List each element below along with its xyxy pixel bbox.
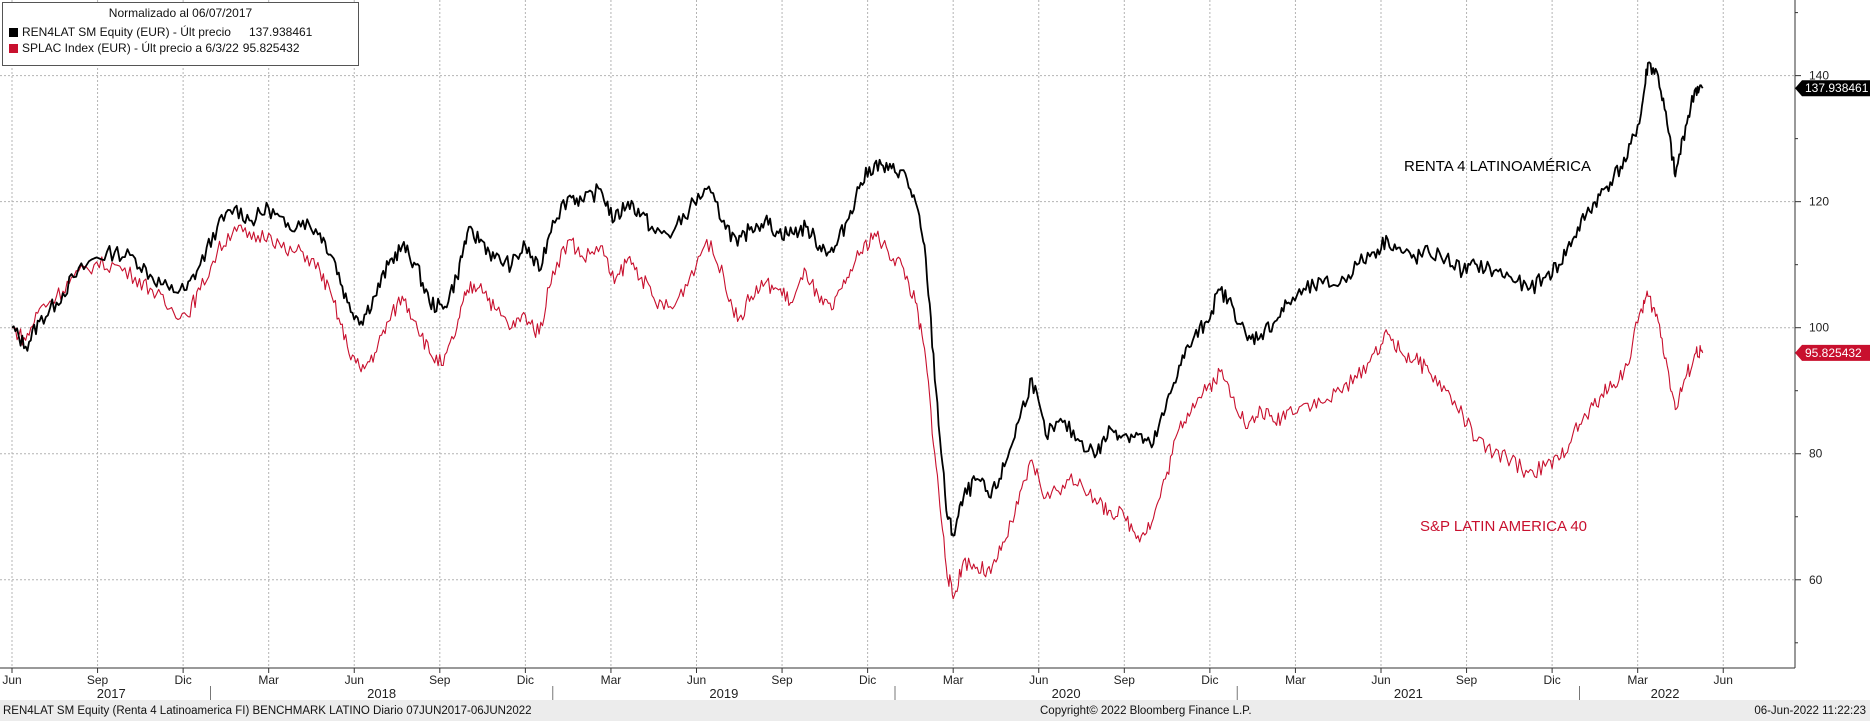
x-year-label: 2021: [1394, 686, 1423, 700]
y-tick-label: 120: [1809, 195, 1829, 209]
footer-timestamp: 06-Jun-2022 11:22:23: [1754, 705, 1866, 717]
x-month-label: Mar: [258, 673, 279, 687]
x-month-label: Jun: [1029, 673, 1048, 687]
legend-swatch-black: [9, 28, 18, 38]
x-month-label: Mar: [1285, 673, 1306, 687]
x-month-label: Dic: [859, 673, 876, 687]
tick-labels: 60 80 100 120 140 Jun Sep Dic Mar Jun Sep Dic Mar Jun…: [2, 69, 1829, 700]
x-month-label: Mar: [601, 673, 622, 687]
x-month-label: Jun: [345, 673, 364, 687]
x-year-label: 2018: [367, 686, 396, 700]
x-month-label: Sep: [1456, 673, 1478, 687]
legend-swatch-red: [9, 44, 18, 54]
y-tick-label: 80: [1809, 447, 1823, 461]
legend-row-splac: SPLAC Index (EUR) - Últ precio a 6/3/22 9…: [9, 41, 300, 55]
x-month-label: Sep: [1114, 673, 1136, 687]
x-month-label: Sep: [429, 673, 451, 687]
annotation-splac: S&P LATIN AMERICA 40: [1420, 518, 1587, 535]
x-month-label: Mar: [1627, 673, 1648, 687]
last-value-tag-text: 95.825432: [1805, 346, 1862, 360]
last-value-tag-splac: 95.825432: [1795, 344, 1870, 361]
x-month-label: Jun: [1371, 673, 1390, 687]
legend-title: Normalizado al 06/07/2017: [108, 6, 253, 20]
x-month-label: Jun: [1714, 673, 1733, 687]
legend-label-ren4lat: REN4LAT SM Equity (EUR) - Últ precio: [22, 25, 231, 39]
legend-value-splac: 95.825432: [242, 41, 300, 55]
legend-box: Normalizado al 06/07/2017 REN4LAT SM Equ…: [2, 2, 359, 66]
axes: [0, 0, 1801, 700]
x-month-label: Sep: [771, 673, 793, 687]
x-month-label: Dic: [1543, 673, 1560, 687]
x-year-label: 2019: [709, 686, 738, 700]
series-line-splac: [12, 224, 1704, 600]
x-year-label: 2022: [1651, 686, 1680, 700]
last-value-tag-text: 137.938461: [1805, 81, 1869, 95]
x-month-label: Jun: [687, 673, 706, 687]
legend-value-ren4lat: 137.938461: [248, 25, 313, 39]
last-value-tag-bg: [1795, 344, 1870, 361]
gridlines: [0, 0, 1795, 668]
legend-row-ren4lat: REN4LAT SM Equity (EUR) - Últ precio 137.…: [9, 25, 312, 39]
x-month-label: Dic: [1201, 673, 1218, 687]
x-month-label: Sep: [87, 673, 109, 687]
last-value-labels: 95.825432 137.938461: [1795, 80, 1870, 361]
x-month-label: Jun: [2, 673, 21, 687]
footer-bar: REN4LAT SM Equity (Renta 4 Latinoamerica…: [0, 700, 1870, 721]
last-value-tag-ren4lat: 137.938461: [1795, 80, 1870, 97]
footer-copyright: Copyright© 2022 Bloomberg Finance L.P.: [1040, 705, 1252, 717]
line-chart: 60 80 100 120 140 Jun Sep Dic Mar Jun Sep Dic Mar Jun…: [0, 0, 1870, 700]
x-month-label: Mar: [943, 673, 964, 687]
annotation-renta4: RENTA 4 LATINOAMÉRICA: [1404, 158, 1591, 175]
x-year-label: 2017: [97, 686, 126, 700]
x-year-label: 2020: [1052, 686, 1081, 700]
x-month-label: Dic: [517, 673, 534, 687]
plot-background: [0, 0, 1795, 668]
y-tick-label: 100: [1809, 321, 1829, 335]
series-line-ren4lat: [11, 61, 1704, 537]
x-month-label: Dic: [174, 673, 191, 687]
legend-label-splac: SPLAC Index (EUR) - Últ precio a 6/3/22: [22, 41, 239, 55]
y-tick-label: 60: [1809, 573, 1823, 587]
footer-source: REN4LAT SM Equity (Renta 4 Latinoamerica…: [3, 705, 532, 717]
y-tick-label: 140: [1809, 69, 1829, 83]
last-value-tag-bg: [1795, 80, 1870, 97]
series-layer: [11, 61, 1704, 600]
